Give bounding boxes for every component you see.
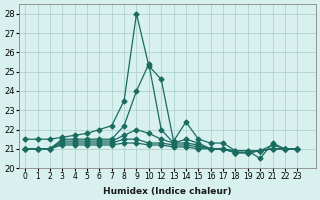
X-axis label: Humidex (Indice chaleur): Humidex (Indice chaleur) — [103, 187, 232, 196]
